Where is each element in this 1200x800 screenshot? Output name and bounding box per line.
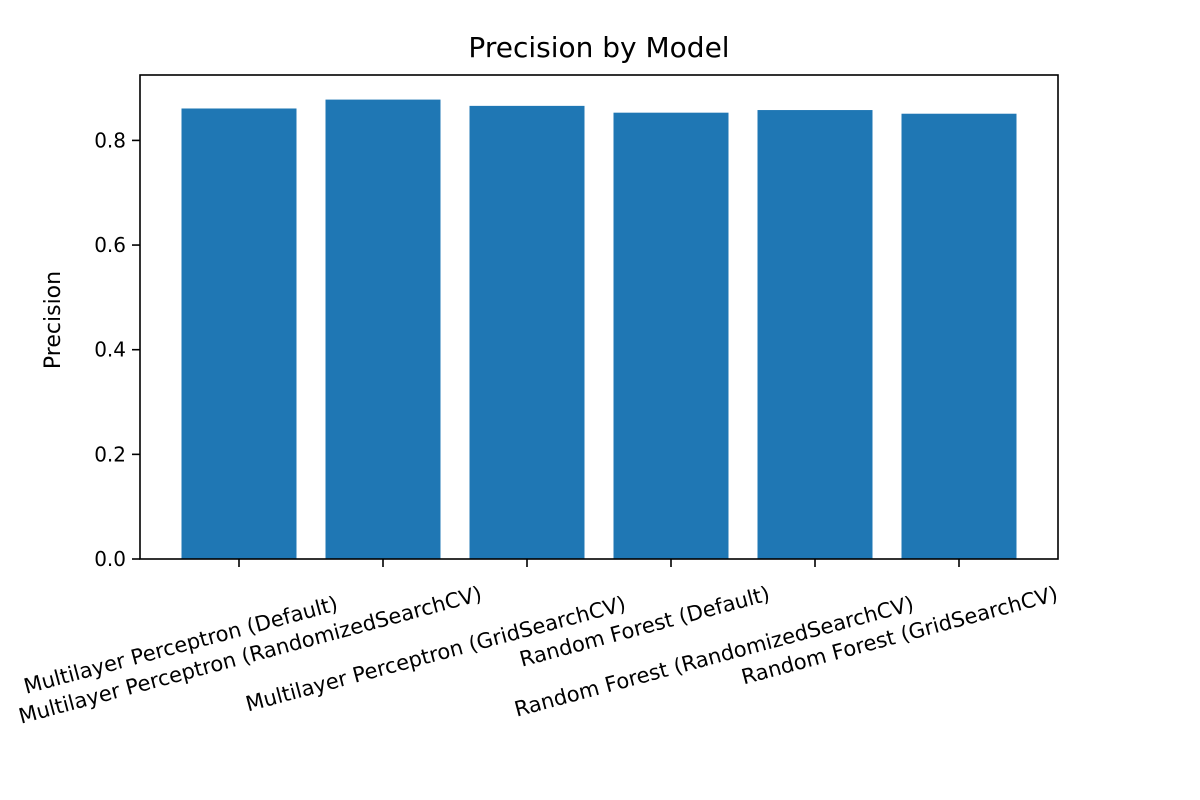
bar-6 xyxy=(901,113,1017,559)
y-tick-label: 0.8 xyxy=(94,128,126,152)
x-axis-ticks: Multilayer Perceptron (Default)Multilaye… xyxy=(16,559,1060,729)
bar-3 xyxy=(469,105,585,560)
bar-1 xyxy=(181,108,297,560)
bar-5 xyxy=(757,110,873,559)
plot-area-frame xyxy=(139,74,1059,560)
chart-title: Precision by Model xyxy=(468,31,729,64)
y-tick-label: 0.2 xyxy=(94,442,126,466)
bar-2 xyxy=(325,99,441,559)
y-tick-label: 0.6 xyxy=(94,233,126,257)
y-axis-ticks: 0.0 0.2 0.4 0.6 0.8 xyxy=(94,128,140,571)
bars-group xyxy=(181,99,1017,560)
y-axis-label: Precision xyxy=(41,271,66,369)
y-tick-label: 0.0 xyxy=(94,547,126,571)
bar-4 xyxy=(613,112,729,559)
y-tick-label: 0.4 xyxy=(94,338,126,362)
